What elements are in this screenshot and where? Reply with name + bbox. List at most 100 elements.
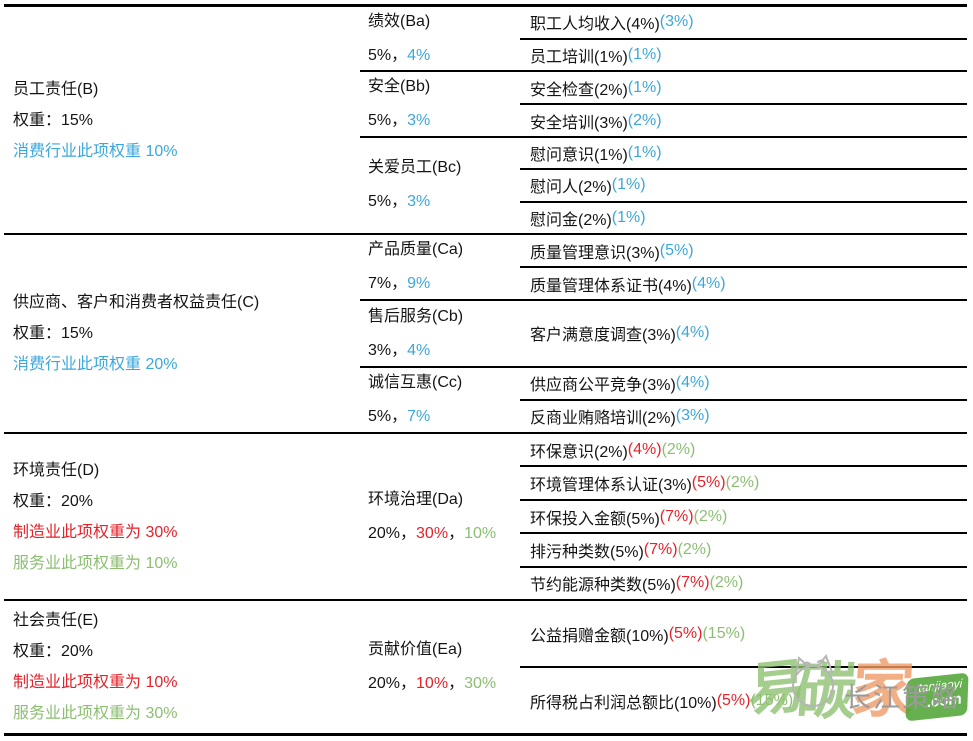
indicator-row: 环境管理体系认证(3%) (5%) (2%) — [520, 465, 967, 498]
indicator-alt-weight: (4%) — [691, 274, 726, 292]
indicator-label: 质量管理体系证书(4%) — [530, 277, 692, 295]
indicator-rows: 职工人均收入(4%) (3%) 员工培训(1%) (1%) — [520, 7, 967, 70]
indicator-rows: 质量管理意识(3%) (5%) 质量管理体系证书(4%) (4%) — [520, 235, 967, 299]
indicator-row: 职工人均收入(4%) (3%) — [520, 7, 967, 38]
indicator-row: 环保投入金额(5%) (7%) (2%) — [520, 498, 967, 532]
subcategory-weights: 5%，3% — [368, 185, 520, 219]
indicator-alt-weight-manufacturing: (5%) — [668, 624, 703, 642]
indicator-label: 反商业贿赂培训(2%) — [530, 410, 676, 428]
subcategory-weights: 5%，7% — [368, 400, 520, 434]
section-e-detail: 贡献价值(Ea) 20%，10%，30% 公益捐赠金额(10%) (5%) (15%… — [360, 601, 967, 733]
section-d-detail: 环境治理(Da) 20%，30%，10% 环保意识(2%) (4%) (2%) 环境… — [360, 434, 967, 599]
indicator-label: 环保意识(2%) — [530, 443, 628, 461]
weight-alt-consumer: 7% — [407, 407, 431, 425]
indicator-alt-weight-manufacturing: (5%) — [716, 691, 751, 709]
indicator-alt-weight-service: (2%) — [693, 507, 728, 525]
weight-alt-service: 30% — [464, 675, 497, 692]
responsibility-weight-table: 员工责任(B) 权重：15% 消费行业此项权重 10% 绩效(Ba) 5%，4%… — [4, 4, 967, 736]
category-alt-weight-manufacturing: 制造业此项权重为 10% — [13, 674, 178, 691]
category-alt-weight-consumer: 消费行业此项权重 10% — [13, 142, 178, 160]
subcategory-label: 安全(Bb) — [368, 78, 431, 96]
indicator-alt-weight: (4%) — [675, 324, 710, 342]
weight-base: 5%， — [368, 407, 408, 425]
subgroup-cb: 售后服务(Cb) 3%，4% 客户满意度调查(3%) (4%) — [360, 299, 967, 365]
subgroup-ea: 贡献价值(Ea) 20%，10%，30% 公益捐赠金额(10%) (5%) (15%… — [360, 601, 967, 733]
indicator-label: 排污种类数(5%) — [530, 543, 644, 561]
weight-base: 3%， — [368, 341, 408, 359]
subcategory-label: 售后服务(Cb) — [368, 307, 464, 325]
category-alt-weight-manufacturing: 制造业此项权重为 30% — [13, 523, 178, 541]
indicator-rows: 公益捐赠金额(10%) (5%) (15%) 所得税占利润总额比(10%) (5%)(… — [520, 601, 967, 733]
subcategory-label: 诚信互惠(Cc) — [368, 373, 463, 391]
indicator-alt-weight-manufacturing: (4%) — [627, 440, 662, 458]
indicator-alt-weight: (3%) — [675, 407, 710, 425]
indicator-label: 安全检查(2%) — [530, 81, 628, 99]
indicator-label: 所得税占利润总额比(10%) — [530, 694, 717, 712]
indicator-alt-weight: (1%) — [627, 144, 662, 162]
indicator-row: 员工培训(1%) (1%) — [520, 37, 967, 71]
indicator-rows: 供应商公平竞争(3%) (4%) 反商业贿赂培训(2%) (3%) — [520, 368, 967, 432]
subcategory-label: 绩效(Ba) — [368, 12, 431, 30]
subcategory-cell: 绩效(Ba) 5%，4% — [360, 7, 520, 70]
indicator-label: 慰问人(2%) — [530, 179, 612, 197]
category-alt-weight-consumer: 消费行业此项权重 20% — [13, 356, 178, 373]
indicator-row: 慰问意识(1%) (1%) — [520, 138, 967, 168]
indicator-label: 环境管理体系认证(3%) — [530, 477, 692, 495]
category-cell-b: 员工责任(B) 权重：15% 消费行业此项权重 10% — [4, 7, 360, 233]
weight-base: 7%， — [368, 275, 408, 293]
weight-alt-consumer: 4% — [407, 46, 431, 64]
indicator-label: 慰问意识(1%) — [530, 147, 628, 165]
weight-separator: ， — [448, 524, 465, 542]
indicator-row: 慰问人(2%) (1%) — [520, 168, 967, 200]
indicator-row: 反商业贿赂培训(2%) (3%) — [520, 398, 967, 432]
subcategory-weights: 7%，9% — [368, 267, 520, 301]
indicator-rows: 环保意识(2%) (4%) (2%) 环境管理体系认证(3%) (5%) (2%) 环保… — [520, 434, 967, 599]
indicator-label: 环保投入金额(5%) — [530, 510, 660, 528]
indicator-row: 排污种类数(5%) (7%) (2%) — [520, 532, 967, 565]
category-cell-e: 社会责任(E) 权重：20% 制造业此项权重为 10% 服务业此项权重为 30% — [4, 601, 360, 733]
indicator-alt-weight: (1%) — [627, 78, 662, 96]
category-cell-d: 环境责任(D) 权重：20% 制造业此项权重为 30% 服务业此项权重为 10% — [4, 434, 360, 599]
subcategory-cell: 安全(Bb) 5%，3% — [360, 72, 520, 135]
weight-base: 20%， — [368, 524, 417, 542]
category-weight: 权重：15% — [13, 325, 94, 342]
indicator-rows: 慰问意识(1%) (1%) 慰问人(2%) (1%) 慰问金(2%) (1%) — [520, 138, 967, 233]
indicator-row: 公益捐赠金额(10%) (5%) (15%) — [520, 601, 967, 666]
indicator-alt-weight: (1%) — [627, 46, 662, 64]
indicator-label: 质量管理意识(3%) — [530, 244, 660, 262]
indicator-alt-weight-service: (15%) — [702, 624, 746, 642]
subcategory-weights: 5%，3% — [368, 104, 520, 138]
indicator-alt-weight: (4%) — [675, 374, 710, 392]
subgroup-cc: 诚信互惠(Cc) 5%，7% 供应商公平竞争(3%) (4%) 反商业贿赂培训(2… — [360, 365, 967, 434]
indicator-label: 客户满意度调查(3%) — [530, 327, 676, 345]
indicator-alt-weight: (1%) — [611, 208, 646, 226]
section-social-responsibility: 社会责任(E) 权重：20% 制造业此项权重为 10% 服务业此项权重为 30%… — [4, 599, 967, 733]
subgroup-ba: 绩效(Ba) 5%，4% 职工人均收入(4%) (3%) 员工培训(1%) (1%) — [360, 7, 967, 70]
weight-alt-consumer: 4% — [407, 341, 431, 359]
subgroup-bb: 安全(Bb) 5%，3% 安全检查(2%) (1%) 安全培训(3%) (2%) — [360, 70, 967, 135]
indicator-row: 节约能源种类数(5%) (7%) (2%) — [520, 565, 967, 599]
subcategory-cell: 贡献价值(Ea) 20%，10%，30% — [360, 601, 520, 733]
weight-alt-service: 10% — [464, 524, 497, 542]
weight-alt-manufacturing: 30% — [416, 524, 449, 542]
indicator-label: 节约能源种类数(5%) — [530, 577, 676, 595]
indicator-row: 供应商公平竞争(3%) (4%) — [520, 368, 967, 399]
indicator-alt-weight-manufacturing: (5%) — [691, 474, 726, 492]
indicator-alt-weight-manufacturing: (7%) — [675, 574, 710, 592]
weight-base: 5%， — [368, 46, 408, 64]
category-weight: 权重：20% — [13, 492, 94, 510]
subcategory-cell: 关爱员工(Bc) 5%，3% — [360, 138, 520, 233]
indicator-row: 安全检查(2%) (1%) — [520, 72, 967, 103]
subcategory-weights: 20%，30%，10% — [368, 517, 520, 551]
indicator-alt-weight-service: (2%) — [725, 474, 760, 492]
subgroup-bc: 关爱员工(Bc) 5%，3% 慰问意识(1%) (1%) 慰问人(2%) (1%) … — [360, 135, 967, 233]
subcategory-weights: 20%，10%，30% — [368, 667, 520, 701]
indicator-rows: 安全检查(2%) (1%) 安全培训(3%) (2%) — [520, 72, 967, 135]
subgroup-ca: 产品质量(Ca) 7%，9% 质量管理意识(3%) (5%) 质量管理体系证书(4… — [360, 235, 967, 299]
weight-alt-consumer: 9% — [407, 275, 431, 293]
category-alt-weight-service: 服务业此项权重为 30% — [13, 705, 178, 722]
category-cell-c: 供应商、客户和消费者权益责任(C) 权重：15% 消费行业此项权重 20% — [4, 235, 360, 432]
indicator-alt-weight-service: (15%) — [750, 691, 794, 709]
subcategory-cell: 产品质量(Ca) 7%，9% — [360, 235, 520, 299]
indicator-row: 质量管理体系证书(4%) (4%) — [520, 266, 967, 299]
